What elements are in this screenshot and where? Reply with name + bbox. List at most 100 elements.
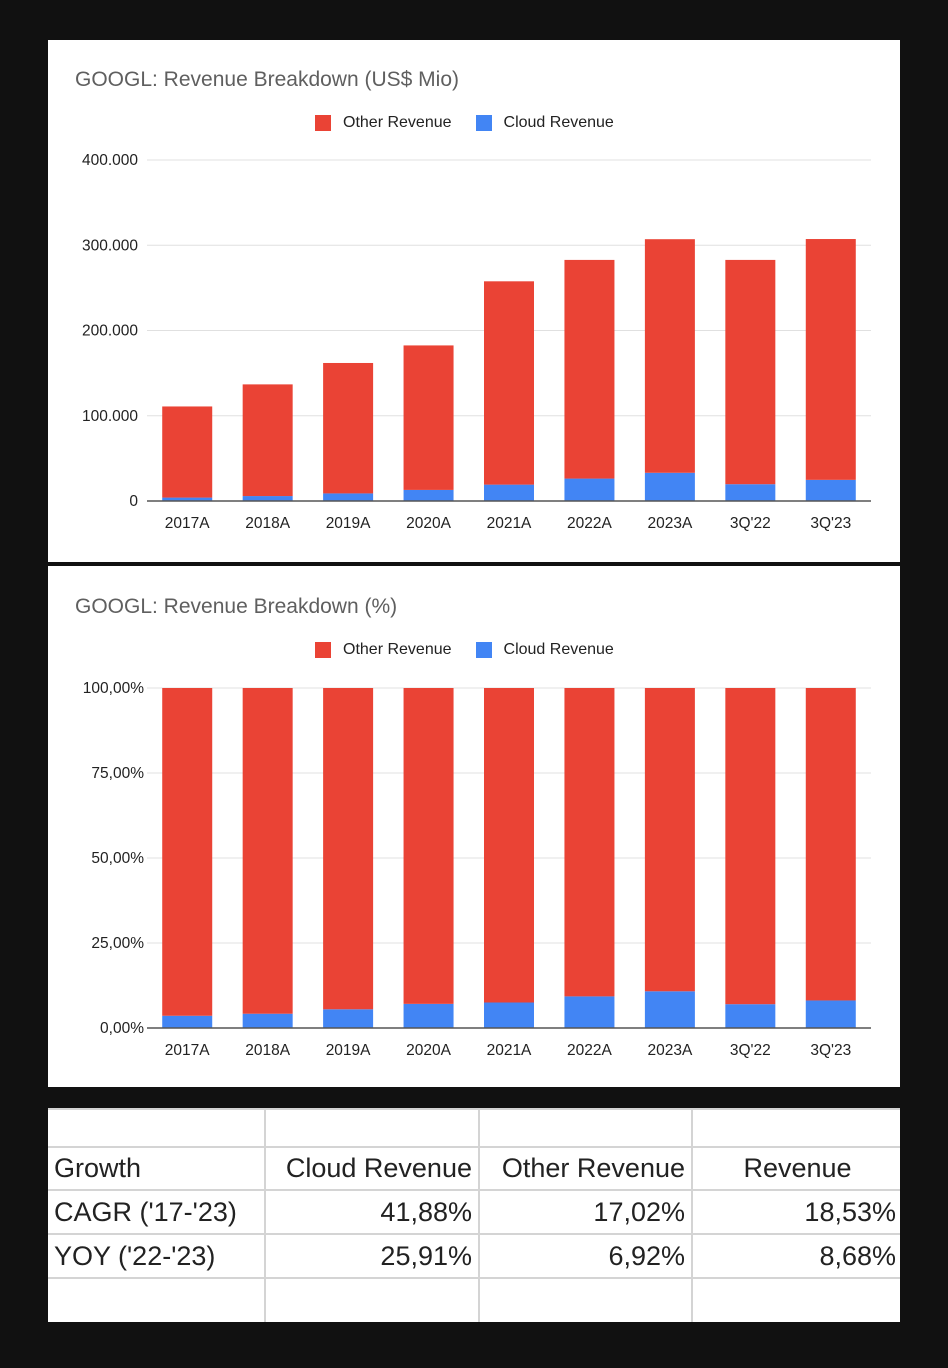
table-row-empty [48, 1108, 900, 1148]
y-tick-label: 400.000 [82, 152, 138, 169]
table-cell[interactable] [478, 1108, 693, 1148]
table-cell[interactable] [691, 1108, 900, 1148]
legend-label-other: Other Revenue [343, 641, 452, 658]
bar-cloud-revenue[interactable] [484, 484, 534, 501]
table-row: YOY ('22-'23) 25,91% 6,92% 8,68% [48, 1233, 900, 1279]
x-tick-label: 2020A [406, 1042, 451, 1059]
table-cell[interactable]: 8,68% [691, 1233, 900, 1279]
chart-panel-percent: GOOGL: Revenue Breakdown (%) Other Reven… [48, 566, 900, 1087]
table-header-row: Growth Cloud Revenue Other Revenue Reven… [48, 1146, 900, 1191]
bar-cloud-revenue[interactable] [403, 1003, 454, 1028]
bar-cloud-revenue[interactable] [644, 991, 695, 1028]
bar-cloud-revenue[interactable] [242, 496, 293, 501]
x-tick-label: 2018A [245, 1042, 290, 1059]
y-tick-label: 300.000 [82, 237, 138, 254]
table-cell[interactable]: YOY ('22-'23) [48, 1233, 266, 1279]
bar-other-revenue[interactable] [484, 688, 534, 1003]
table-cell[interactable]: CAGR ('17-'23) [48, 1189, 266, 1235]
x-tick-label: 2019A [326, 1042, 371, 1059]
legend-item-other[interactable]: Other Revenue [315, 641, 452, 659]
bar-other-revenue[interactable] [323, 362, 374, 494]
table-cell[interactable]: 25,91% [264, 1233, 480, 1279]
x-tick-label: 2023A [647, 1042, 692, 1059]
table-cell[interactable] [691, 1277, 900, 1322]
table-header-cell[interactable]: Cloud Revenue [264, 1146, 480, 1191]
table-cell[interactable] [478, 1277, 693, 1322]
legend-item-cloud[interactable]: Cloud Revenue [475, 114, 614, 132]
chart-legend[interactable]: Other Revenue Cloud Revenue [315, 114, 638, 132]
y-tick-label: 200.000 [82, 323, 138, 340]
x-tick-label: 2018A [245, 515, 290, 532]
bar-cloud-revenue[interactable] [725, 1004, 776, 1028]
table-header-cell[interactable]: Growth [48, 1146, 266, 1191]
y-tick-label: 100.000 [82, 408, 138, 425]
bar-cloud-revenue[interactable] [564, 996, 615, 1028]
legend-item-other[interactable]: Other Revenue [315, 114, 452, 132]
table-cell[interactable]: 17,02% [478, 1189, 693, 1235]
chart-title: GOOGL: Revenue Breakdown (%) [75, 595, 398, 618]
x-tick-label: 2021A [487, 515, 532, 532]
table-header-cell[interactable]: Revenue [691, 1146, 900, 1191]
table-row: CAGR ('17-'23) 41,88% 17,02% 18,53% [48, 1189, 900, 1235]
bar-other-revenue[interactable] [403, 688, 454, 1004]
bar-cloud-revenue[interactable] [403, 489, 454, 501]
table-cell[interactable]: 41,88% [264, 1189, 480, 1235]
x-tick-label: 2017A [165, 515, 210, 532]
bar-cloud-revenue[interactable] [484, 1002, 534, 1029]
table-cell[interactable]: 6,92% [478, 1233, 693, 1279]
legend-swatch-cloud [475, 115, 492, 131]
bar-cloud-revenue[interactable] [323, 493, 374, 501]
revenue-bar-chart: 0 100.000 200.000 300.000 400.000 2017A 2018A 2… [82, 152, 871, 532]
bar-other-revenue[interactable] [564, 688, 615, 997]
bar-other-revenue[interactable] [323, 688, 374, 1010]
bar-other-revenue[interactable] [644, 239, 695, 473]
bar-other-revenue[interactable] [564, 259, 615, 479]
bar-other-revenue[interactable] [162, 406, 213, 498]
x-tick-label: 3Q'23 [810, 515, 851, 532]
bar-other-revenue[interactable] [644, 688, 695, 992]
bar-other-revenue[interactable] [725, 259, 776, 485]
legend-item-cloud[interactable]: Cloud Revenue [475, 641, 614, 659]
bar-other-revenue[interactable] [805, 239, 856, 480]
bar-other-revenue[interactable] [403, 345, 454, 490]
chart-title: GOOGL: Revenue Breakdown (US$ Mio) [75, 68, 459, 91]
growth-table-area: Growth Cloud Revenue Other Revenue Reven… [48, 1108, 900, 1322]
legend-label-cloud: Cloud Revenue [503, 641, 614, 658]
x-tick-label: 2020A [406, 515, 451, 532]
y-tick-label: 0 [129, 493, 138, 510]
x-tick-label: 2019A [326, 515, 371, 532]
bar-cloud-revenue[interactable] [242, 1013, 293, 1028]
x-tick-label: 2022A [567, 1042, 612, 1059]
table-header-cell[interactable]: Other Revenue [478, 1146, 693, 1191]
table-cell[interactable] [264, 1277, 480, 1322]
x-tick-label: 3Q'23 [810, 1042, 851, 1059]
bar-other-revenue[interactable] [725, 688, 776, 1005]
bar-other-revenue[interactable] [242, 384, 293, 497]
bar-cloud-revenue[interactable] [564, 478, 615, 501]
chart-panel-absolute: GOOGL: Revenue Breakdown (US$ Mio) Other… [48, 40, 900, 562]
chart-legend[interactable]: Other Revenue Cloud Revenue [315, 641, 638, 659]
bar-cloud-revenue[interactable] [162, 497, 213, 501]
growth-table: Growth Cloud Revenue Other Revenue Reven… [48, 1108, 900, 1322]
table-cell[interactable]: 18,53% [691, 1189, 900, 1235]
legend-swatch-cloud [475, 642, 492, 658]
y-tick-label: 100,00% [83, 680, 144, 697]
bar-other-revenue[interactable] [162, 688, 213, 1016]
bar-cloud-revenue[interactable] [805, 1000, 856, 1028]
percent-bar-chart: 0,00% 25,00% 50,00% 75,00% 100,00% 2017A 2018A… [83, 680, 871, 1059]
bar-cloud-revenue[interactable] [644, 472, 695, 501]
bar-cloud-revenue[interactable] [725, 484, 776, 501]
bar-other-revenue[interactable] [242, 688, 293, 1014]
bar-other-revenue[interactable] [484, 281, 534, 485]
table-cell[interactable] [48, 1277, 266, 1322]
bar-cloud-revenue[interactable] [162, 1015, 213, 1028]
y-tick-label: 75,00% [91, 765, 144, 782]
bar-cloud-revenue[interactable] [805, 479, 856, 501]
x-tick-label: 2023A [647, 515, 692, 532]
bar-cloud-revenue[interactable] [323, 1009, 374, 1028]
table-cell[interactable] [264, 1108, 480, 1148]
bar-other-revenue[interactable] [805, 688, 856, 1001]
y-tick-label: 50,00% [91, 850, 144, 867]
x-tick-label: 2017A [165, 1042, 210, 1059]
table-cell[interactable] [48, 1108, 266, 1148]
